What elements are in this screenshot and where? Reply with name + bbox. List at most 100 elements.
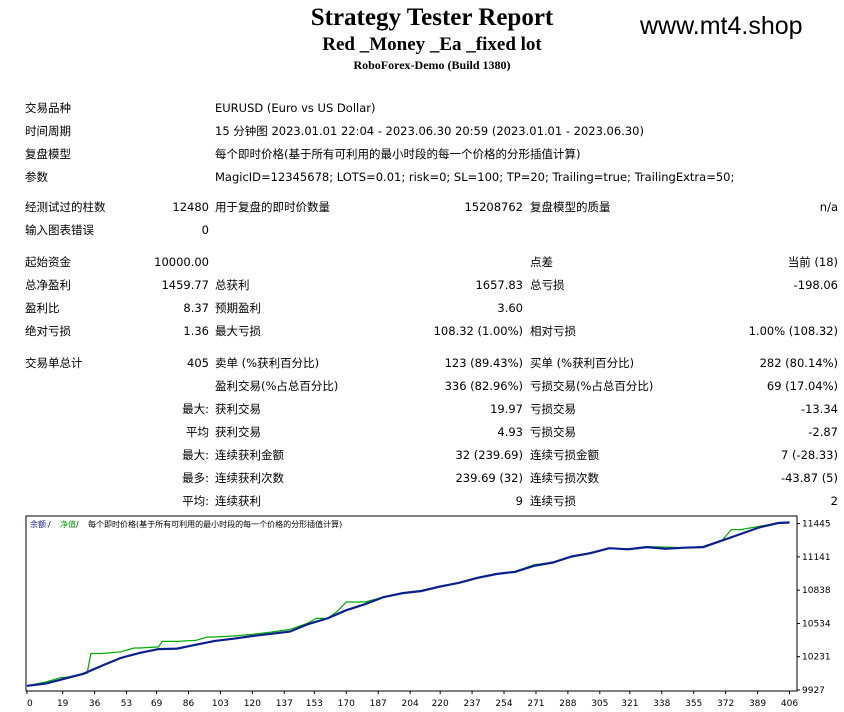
x-tick-label: 153 — [306, 699, 323, 709]
gross-loss-value: -198.06 — [793, 278, 838, 292]
average-loss-value: -2.87 — [808, 425, 838, 439]
params-label: 参数 — [25, 170, 48, 184]
quality-label: 复盘模型的质量 — [530, 200, 611, 214]
loss-trades-label: 亏损交易(%占总百分比) — [530, 379, 654, 393]
spread-label: 点差 — [530, 255, 553, 269]
maximal-consecutive-loss-label: 连续亏损次数 — [530, 471, 599, 485]
x-tick-label: 406 — [781, 699, 798, 709]
long-positions-label: 买单 (%获利百分比) — [530, 356, 635, 370]
max-consecutive-losses-value: 7 (-28.33) — [780, 448, 838, 462]
gross-loss-label: 总亏损 — [530, 278, 565, 292]
legend-model: 每个即时价格(基于所有可利用的最小时段的每一个价格的分形插值计算) — [88, 519, 342, 529]
largest-profit-value: 19.97 — [490, 402, 523, 416]
maximal-prefix: 最多: — [182, 471, 209, 485]
maximal-consecutive-loss-value: -43.87 (5) — [780, 471, 838, 485]
chart-plot-area — [25, 515, 798, 692]
x-tick-label: 271 — [527, 699, 544, 709]
largest-loss-label: 亏损交易 — [530, 402, 576, 416]
bars-label: 经测试过的柱数 — [25, 200, 106, 214]
legend-separator-1: / — [48, 520, 51, 529]
period-value: 15 分钟图 2023.01.01 22:04 - 2023.06.30 20:… — [215, 124, 644, 138]
x-tick-label: 237 — [464, 699, 481, 709]
x-tick-label: 355 — [685, 699, 702, 709]
ticks-value: 15208762 — [464, 200, 523, 214]
x-tick-label: 170 — [338, 699, 355, 709]
average-consecutive-prefix: 平均: — [182, 494, 209, 508]
x-tick-label: 187 — [370, 699, 387, 709]
max-consecutive-wins-value: 32 (239.69) — [455, 448, 523, 462]
long-positions-value: 282 (80.14%) — [759, 356, 838, 370]
absolute-drawdown-label: 绝对亏损 — [25, 324, 71, 338]
x-tick-label: 36 — [89, 699, 101, 709]
x-tick-label: 338 — [653, 699, 670, 709]
max-consecutive-wins-label: 连续获利金额 — [215, 448, 284, 462]
net-profit-value: 1459.77 — [161, 278, 209, 292]
legend-equity: 净值 — [60, 519, 76, 529]
x-tick-label: 86 — [183, 699, 195, 709]
period-label: 时间周期 — [25, 124, 71, 138]
net-profit-label: 总净盈利 — [25, 278, 71, 292]
expert-name: Red _Money _Ea _fixed lot — [322, 34, 542, 55]
profit-trades-label: 盈利交易(%占总百分比) — [215, 379, 339, 393]
y-tick-label: 9927 — [802, 686, 825, 696]
balance-line — [26, 521, 790, 687]
params-value: MagicID=12345678; LOTS=0.01; risk=0; SL=… — [215, 170, 735, 184]
average-consecutive-wins-label: 连续获利 — [215, 494, 261, 508]
x-tick-label: 321 — [621, 699, 638, 709]
maximum-prefix: 最大: — [182, 448, 209, 462]
x-tick-label: 0 — [27, 699, 33, 709]
average-consecutive-wins-value: 9 — [515, 494, 523, 508]
expected-payoff-value: 3.60 — [497, 301, 523, 315]
profit-trades-value: 336 (82.96%) — [444, 379, 523, 393]
model-label: 复盘模型 — [25, 147, 71, 161]
total-trades-value: 405 — [187, 356, 209, 370]
equity-line — [26, 521, 790, 687]
x-tick-label: 372 — [717, 699, 734, 709]
broker-build: RoboForex-Demo (Build 1380) — [353, 58, 511, 72]
symbol-value: EURUSD (Euro vs US Dollar) — [215, 101, 376, 115]
largest-prefix: 最大: — [182, 402, 209, 416]
average-profit-value: 4.93 — [497, 425, 523, 439]
gross-profit-label: 总获利 — [215, 278, 250, 292]
x-tick-label: 288 — [559, 699, 576, 709]
average-profit-label: 获利交易 — [215, 425, 261, 439]
expected-payoff-label: 预期盈利 — [215, 301, 261, 315]
max-drawdown-label: 最大亏损 — [215, 324, 261, 338]
symbol-label: 交易品种 — [25, 101, 71, 115]
largest-profit-label: 获利交易 — [215, 402, 261, 416]
x-tick-label: 254 — [495, 699, 512, 709]
y-tick-label: 11445 — [802, 520, 831, 530]
relative-drawdown-value: 1.00% (108.32) — [748, 324, 838, 338]
y-tick-label: 10534 — [802, 619, 831, 629]
y-tick-label: 10231 — [802, 653, 831, 663]
x-tick-label: 69 — [151, 699, 163, 709]
ticks-label: 用于复盘的即时价数量 — [215, 200, 330, 214]
deposit-label: 起始资金 — [25, 255, 71, 269]
balance-chart: 余额 / 净值 / 每个即时价格(基于所有可利用的最小时段的每一个价格的分形插值… — [25, 515, 831, 709]
x-tick-label: 305 — [591, 699, 608, 709]
x-tick-label: 389 — [749, 699, 766, 709]
bars-value: 12480 — [172, 200, 209, 214]
watermark-site: www.mt4.shop — [640, 12, 803, 40]
y-tick-label: 11141 — [802, 553, 831, 563]
x-tick-label: 19 — [57, 699, 69, 709]
total-trades-label: 交易单总计 — [25, 356, 83, 370]
average-loss-label: 亏损交易 — [530, 425, 576, 439]
average-consecutive-losses-label: 连续亏损 — [530, 494, 576, 508]
short-positions-value: 123 (89.43%) — [444, 356, 523, 370]
profit-factor-value: 8.37 — [183, 301, 209, 315]
profit-factor-label: 盈利比 — [25, 301, 60, 315]
relative-drawdown-label: 相对亏损 — [530, 324, 576, 338]
x-tick-label: 120 — [244, 699, 261, 709]
x-tick-label: 204 — [402, 699, 419, 709]
legend-separator-2: / — [76, 520, 79, 529]
x-tick-label: 137 — [276, 699, 293, 709]
average-prefix: 平均 — [186, 425, 209, 439]
deposit-value: 10000.00 — [154, 255, 209, 269]
spread-value: 当前 (18) — [787, 255, 838, 269]
loss-trades-value: 69 (17.04%) — [766, 379, 838, 393]
legend-balance: 余额 — [30, 519, 46, 529]
mismatch-value: 0 — [201, 223, 209, 237]
quality-value: n/a — [819, 200, 838, 214]
maximal-consecutive-profit-value: 239.69 (32) — [455, 471, 523, 485]
